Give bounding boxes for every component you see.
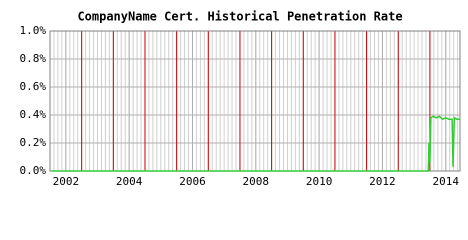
x-tick-label: 2014	[433, 175, 460, 188]
x-tick-label: 2006	[179, 175, 206, 188]
x-tick-label: 2010	[306, 175, 333, 188]
x-tick-label: 2012	[369, 175, 396, 188]
y-tick-label: 1.0%	[20, 24, 47, 37]
y-tick-label: 0.0%	[20, 164, 47, 177]
chart: CompanyName Cert. Historical Penetration…	[19, 9, 461, 188]
x-tick-label: 2002	[53, 175, 80, 188]
y-tick-label: 0.6%	[20, 80, 47, 93]
y-tick-label: 0.4%	[20, 108, 47, 121]
chart-title: CompanyName Cert. Historical Penetration…	[77, 10, 402, 24]
data-line	[51, 115, 460, 172]
y-tick-label: 0.8%	[20, 52, 47, 65]
x-tick-label: 2008	[243, 175, 270, 188]
y-tick-label: 0.2%	[20, 136, 47, 149]
x-tick-label: 2004	[116, 175, 143, 188]
